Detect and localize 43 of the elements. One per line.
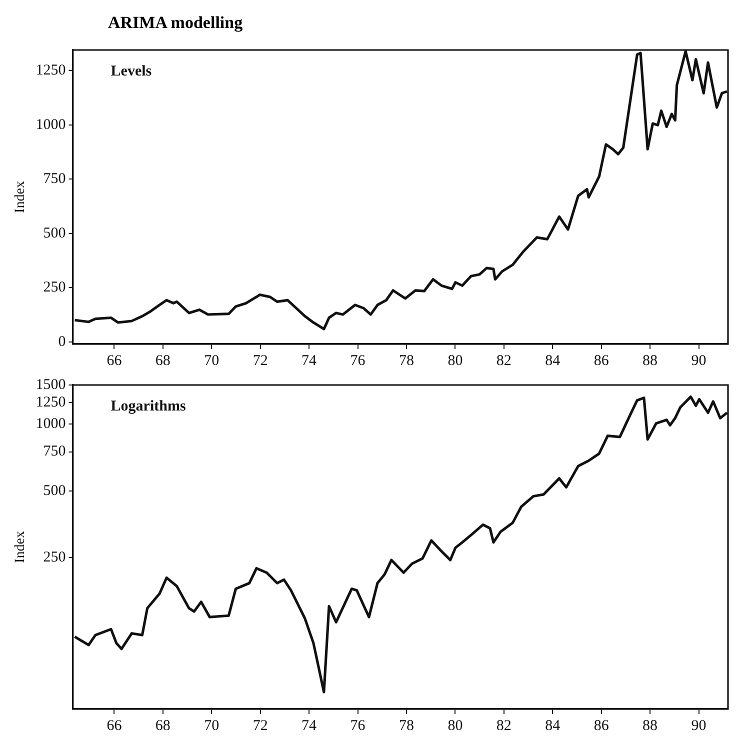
x-tick-label: 70 (204, 352, 220, 369)
x-tick-label: 84 (545, 352, 561, 369)
y-tick-label: 500 (43, 225, 66, 242)
x-tick-label: 80 (448, 718, 463, 734)
x-tick-label: 76 (350, 352, 366, 369)
y-axis-title: Index (13, 531, 28, 563)
annotation: Logarithms (110, 398, 186, 414)
x-tick-label: 82 (496, 352, 512, 369)
x-tick-label: 90 (691, 718, 706, 734)
x-tick-label: 68 (155, 352, 170, 369)
x-tick-label: 78 (398, 352, 414, 369)
x-tick-label: 66 (106, 352, 122, 369)
x-tick-label: 68 (155, 718, 170, 734)
y-tick-label: 1250 (36, 62, 66, 79)
y-tick-label: 1250 (36, 394, 66, 411)
y-tick-label: 1000 (36, 116, 66, 133)
annotation: Levels (110, 63, 152, 80)
y-tick-label: 500 (43, 482, 66, 499)
x-tick-label: 90 (691, 352, 706, 369)
x-tick-label: 86 (594, 352, 610, 369)
x-tick-label: 70 (204, 718, 220, 734)
x-tick-label: 72 (252, 718, 268, 734)
y-tick-label: 1000 (36, 416, 66, 432)
y-tick-label: 0 (58, 334, 66, 350)
x-tick-label: 74 (302, 352, 318, 369)
chart-title: ARIMA modelling (107, 12, 244, 34)
y-tick-label: 750 (43, 171, 66, 188)
x-tick-label: 88 (642, 718, 658, 734)
y-tick-label: 1500 (36, 376, 66, 393)
x-tick-label: 78 (398, 718, 414, 734)
y-tick-label: 250 (43, 280, 66, 296)
x-tick-label: 72 (252, 352, 268, 369)
x-tick-label: 84 (545, 718, 561, 734)
x-tick-label: 66 (106, 718, 122, 734)
x-tick-label: 82 (496, 718, 512, 734)
y-tick-label: 750 (43, 444, 66, 460)
x-tick-label: 76 (350, 718, 366, 734)
x-tick-label: 74 (302, 718, 318, 734)
x-tick-label: 86 (594, 718, 610, 734)
x-tick-label: 80 (448, 352, 463, 369)
y-axis-title: Index (13, 181, 28, 213)
x-tick-label: 88 (642, 352, 658, 369)
y-tick-label: 250 (43, 550, 66, 566)
